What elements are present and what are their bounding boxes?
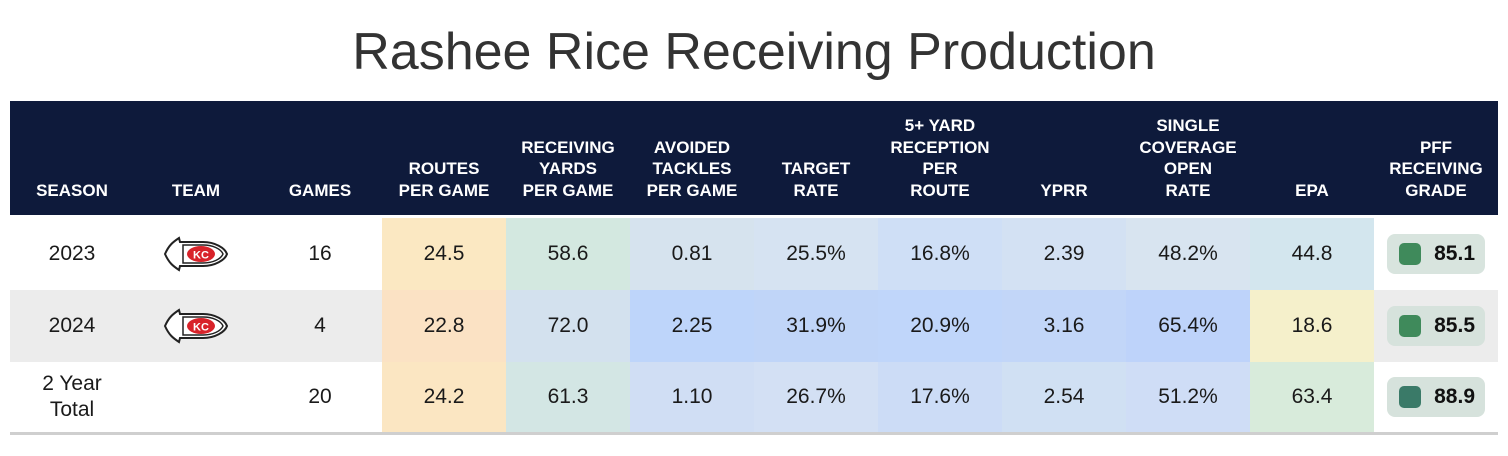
yprr-cell: 2.39 [1002, 218, 1126, 290]
routes-cell: 22.8 [382, 290, 506, 362]
header-yprr: YPRR [1040, 180, 1088, 200]
five-yard-cell: 20.9% [878, 290, 1002, 362]
single-cov-cell: 65.4% [1126, 290, 1250, 362]
grade-badge: 88.9 [1387, 377, 1485, 417]
epa-cell: 18.6 [1250, 290, 1374, 362]
routes-cell: 24.2 [382, 362, 506, 432]
chiefs-logo: KC [134, 218, 258, 290]
five-yard-cell: 16.8% [878, 218, 1002, 290]
grade-color-swatch [1399, 315, 1421, 337]
stats-table: SEASON TEAM GAMES ROUTES PER GAME RECEIV… [10, 101, 1498, 435]
rec-yards-cell: 58.6 [506, 218, 630, 290]
grade-value: 85.1 [1434, 242, 1475, 265]
avoided-cell: 2.25 [630, 290, 754, 362]
header-receiving-yards-per-game: RECEIVING YARDS PER GAME [521, 137, 615, 200]
table-row: 2024 KC 4 22.8 72.0 2.25 31.9% 20.9% 3.1… [10, 290, 1498, 362]
header-season: SEASON [36, 180, 108, 200]
season-cell: 2023 [48, 242, 96, 265]
grade-color-swatch [1399, 386, 1421, 408]
grade-cell: 85.1 [1374, 218, 1498, 290]
epa-cell: 63.4 [1250, 362, 1374, 432]
header-routes-per-game: ROUTES PER GAME [398, 159, 490, 200]
header-games: GAMES [288, 180, 352, 200]
games-cell: 4 [314, 314, 326, 337]
header-target-rate: TARGET RATE [781, 159, 851, 200]
chiefs-logo: KC [134, 290, 258, 362]
rec-yards-cell: 61.3 [506, 362, 630, 432]
header-epa: EPA [1295, 180, 1329, 200]
grade-value: 88.9 [1434, 385, 1475, 408]
header-pff-receiving-grade: PFF RECEIVING GRADE [1389, 137, 1483, 200]
avoided-cell: 0.81 [630, 218, 754, 290]
header-5-yard-reception-per-route: 5+ YARD RECEPTION PER ROUTE [890, 116, 990, 200]
single-cov-cell: 51.2% [1126, 362, 1250, 432]
header-single-coverage-open-rate: SINGLE COVERAGE OPEN RATE [1139, 116, 1237, 200]
grade-value: 85.5 [1434, 314, 1475, 337]
season-cell: 2 Year Total [42, 372, 102, 421]
rec-yards-cell: 72.0 [506, 290, 630, 362]
epa-cell: 44.8 [1250, 218, 1374, 290]
target-rate-cell: 26.7% [754, 362, 878, 432]
season-cell: 2024 [48, 314, 96, 337]
target-rate-cell: 25.5% [754, 218, 878, 290]
five-yard-cell: 17.6% [878, 362, 1002, 432]
games-cell: 16 [308, 242, 332, 265]
single-cov-cell: 48.2% [1126, 218, 1250, 290]
grade-badge: 85.1 [1387, 234, 1485, 274]
chart-title: Rashee Rice Receiving Production [352, 23, 1156, 81]
header-team: TEAM [171, 180, 221, 200]
target-rate-cell: 31.9% [754, 290, 878, 362]
yprr-cell: 2.54 [1002, 362, 1126, 432]
table-row: 2 Year Total 20 24.2 61.3 1.10 26.7% 17.… [10, 362, 1498, 435]
grade-cell: 85.5 [1374, 290, 1498, 362]
yprr-cell: 3.16 [1002, 290, 1126, 362]
table-row: 2023 KC 16 24.5 58.6 0.81 25.5% 16.8% 2.… [10, 218, 1498, 290]
table-header: SEASON TEAM GAMES ROUTES PER GAME RECEIV… [10, 101, 1498, 215]
grade-color-swatch [1399, 243, 1421, 265]
svg-text:KC: KC [193, 322, 209, 334]
games-cell: 20 [308, 385, 332, 408]
avoided-cell: 1.10 [630, 362, 754, 432]
svg-text:KC: KC [193, 250, 209, 262]
team-cell-empty [134, 362, 258, 432]
grade-badge: 85.5 [1387, 306, 1485, 346]
grade-cell: 88.9 [1374, 362, 1498, 432]
routes-cell: 24.5 [382, 218, 506, 290]
header-avoided-tackles-per-game: AVOIDED TACKLES PER GAME [646, 137, 738, 200]
